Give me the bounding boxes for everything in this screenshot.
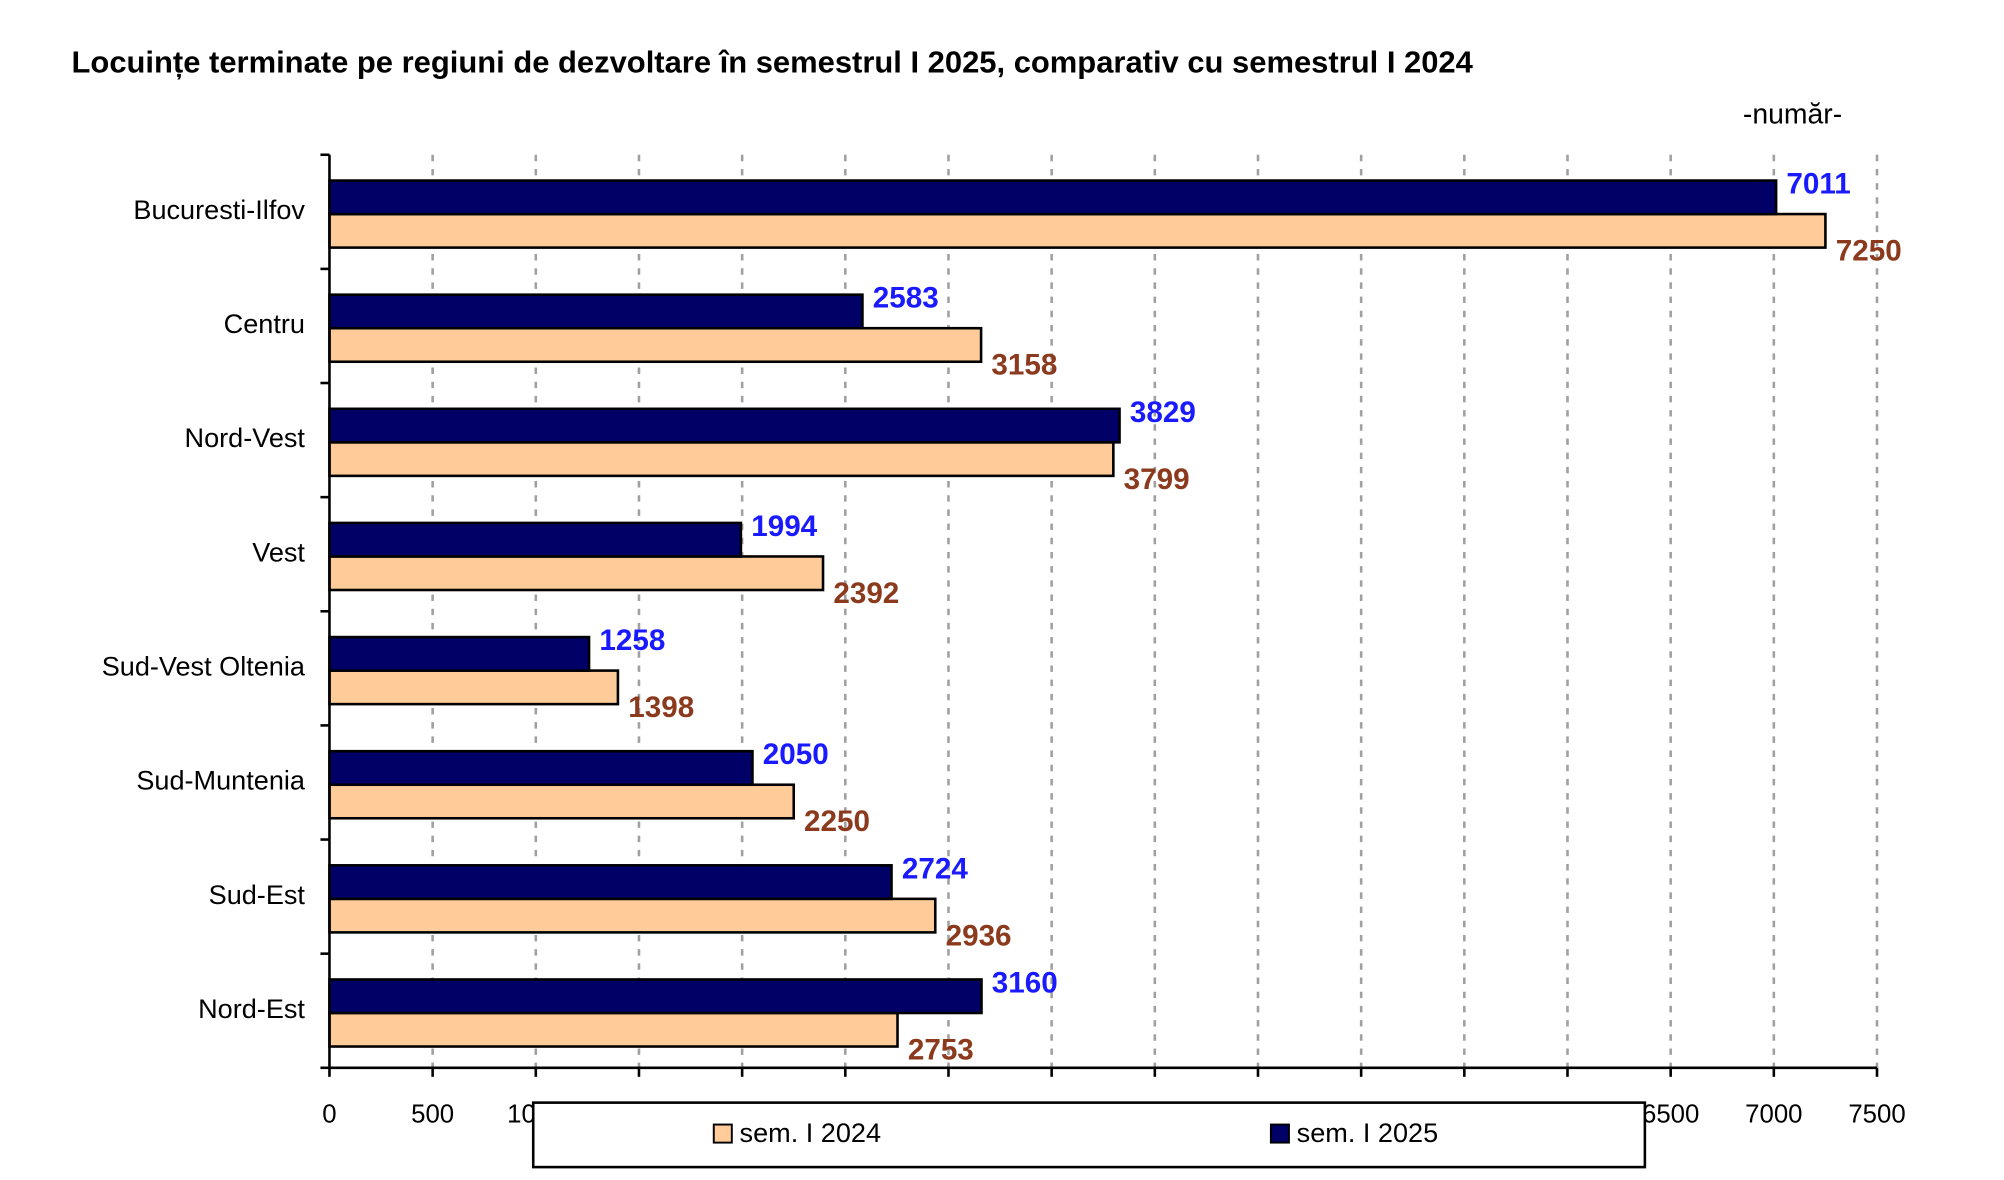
value-label: 2753 (908, 1034, 974, 1067)
value-label: 3829 (1130, 396, 1196, 429)
bar (328, 521, 743, 558)
value-label: 2724 (902, 852, 968, 885)
value-label: 1258 (599, 624, 665, 657)
bar (328, 669, 620, 706)
bar (328, 407, 1121, 444)
legend-swatch (712, 1123, 733, 1144)
bar (328, 635, 591, 672)
bar (328, 293, 864, 330)
y-tick-label: Sud-Est (209, 879, 306, 910)
bar (328, 212, 1827, 249)
value-label: 2050 (763, 738, 829, 771)
x-tick-label: 6500 (1642, 1100, 1699, 1128)
value-label: 2936 (946, 919, 1012, 952)
bar (328, 179, 1778, 216)
bar (328, 749, 754, 787)
bar (328, 783, 796, 820)
value-label: 3160 (992, 966, 1058, 999)
value-label: 2250 (804, 805, 870, 838)
bar (328, 326, 983, 364)
y-tick-label: Nord-Est (198, 993, 305, 1024)
value-label: 3799 (1124, 463, 1190, 496)
legend: sem. I 2024 sem. I 2025 (531, 1101, 1647, 1169)
bar (328, 978, 983, 1015)
y-tick-label: Nord-Vest (185, 422, 306, 453)
x-tick-label: 0 (322, 1100, 336, 1128)
y-tick-label: Centru (224, 308, 305, 339)
x-tick-label: 7500 (1848, 1100, 1905, 1128)
value-label: 2392 (833, 577, 899, 610)
y-tick-label: Sud-Muntenia (136, 765, 306, 796)
bar (328, 555, 825, 592)
chart-title: Locuințe terminate pe regiuni de dezvolt… (72, 45, 1474, 80)
bars: 7250 7011 3158 2583 3799 3829 2392 1994 1398 1258… (328, 168, 1902, 1067)
bar (328, 441, 1115, 478)
chart-subtitle: -număr- (1743, 99, 1842, 131)
value-label: 2583 (873, 282, 939, 315)
x-tick-label: 500 (411, 1100, 454, 1128)
value-label: 3158 (991, 349, 1057, 382)
y-tick-label: Vest (252, 536, 305, 567)
y-tick-label: Sud-Vest Oltenia (102, 651, 306, 682)
bar (328, 1011, 899, 1048)
x-tick-label: 7000 (1745, 1100, 1802, 1128)
value-label: 1398 (628, 691, 694, 724)
grid (431, 154, 1879, 1068)
value-label: 7011 (1786, 168, 1850, 201)
legend-label: sem. I 2025 (1297, 1117, 1439, 1148)
bar (328, 864, 893, 901)
value-label: 7250 (1836, 235, 1902, 268)
legend-box (531, 1101, 1647, 1169)
value-label: 1994 (751, 510, 817, 543)
legend-swatch (1269, 1123, 1290, 1144)
legend-label: sem. I 2024 (740, 1117, 882, 1148)
y-tick-label: Bucuresti-Ilfov (133, 194, 305, 225)
bar (328, 897, 937, 934)
